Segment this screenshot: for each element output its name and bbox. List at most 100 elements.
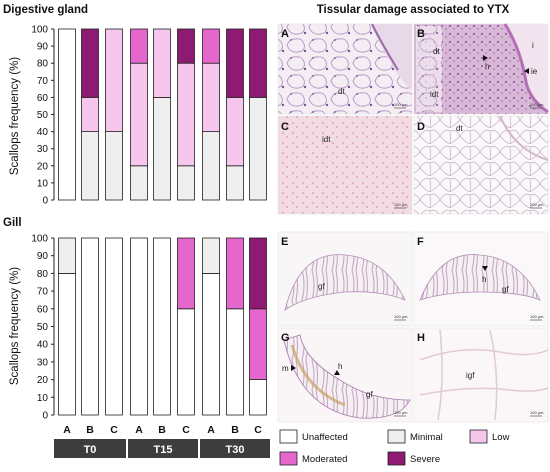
chart1-bar-8-low bbox=[226, 97, 244, 167]
chart2-y-tick-label: 90 bbox=[37, 251, 49, 262]
chart2-y-tick-label: 0 bbox=[42, 411, 48, 422]
panel-b-label-idt: idt bbox=[430, 90, 439, 99]
chart1-bar-3-minimal bbox=[105, 131, 123, 201]
chart1-y-tick-label: 30 bbox=[37, 144, 49, 155]
panel-d-scale-label: 100 µm bbox=[530, 202, 544, 207]
chart2-y-tick-label: 100 bbox=[31, 234, 48, 245]
chart2-bar-7-minimal bbox=[202, 237, 220, 274]
panel-b-arrow-h bbox=[483, 55, 488, 61]
panel-letter-d: D bbox=[417, 121, 425, 133]
legend-label-moderated: Moderated bbox=[302, 454, 347, 465]
micrograph-panel-c: C idt 100 µm bbox=[277, 115, 413, 215]
panel-letter-a: A bbox=[281, 28, 289, 40]
chart1-y-tick-label: 40 bbox=[37, 127, 49, 138]
legend-swatch-severe bbox=[387, 451, 406, 466]
chart2-category-label: A bbox=[135, 424, 143, 436]
chart2-y-tick-label: 20 bbox=[37, 375, 49, 386]
panel-letter-e: E bbox=[281, 236, 288, 248]
chart1-bar-4-low bbox=[130, 62, 148, 167]
chart2-category-label: A bbox=[63, 424, 71, 436]
panel-f-label-gf: gf bbox=[502, 285, 509, 294]
panel-f-arrow-h bbox=[482, 266, 488, 271]
legend-swatch-unaffected bbox=[279, 429, 298, 444]
legend: Unaffected Minimal Low Moderated Severe bbox=[279, 429, 510, 466]
chart2-bar-2-unaffected bbox=[81, 237, 99, 416]
chart1-y-tick-label: 70 bbox=[37, 76, 49, 87]
legend-swatch-moderated bbox=[279, 451, 298, 466]
chart2-bar-9-severe bbox=[249, 237, 267, 310]
panel-g-arrow-h bbox=[334, 370, 340, 375]
group-label-t30: T30 bbox=[226, 444, 245, 456]
chart2-category-label: B bbox=[86, 424, 94, 436]
chart1-bar-6-severe bbox=[177, 28, 195, 64]
chart1-y-tick-label: 20 bbox=[37, 161, 49, 172]
panel-g-scale-label: 100 µm bbox=[394, 410, 408, 415]
panel-letter-c: C bbox=[281, 121, 289, 133]
chart2-category-label: C bbox=[254, 424, 262, 436]
chart1-bar-4-moderated bbox=[130, 28, 148, 64]
chart2-bar-9-unaffected bbox=[249, 379, 267, 416]
panel-letter-g: G bbox=[281, 332, 290, 344]
chart2-y-tick-label: 30 bbox=[37, 357, 49, 368]
chart2-bar-1-unaffected bbox=[58, 272, 76, 416]
micrograph-panel-b: B dt h i ie idt 100 µm bbox=[413, 23, 549, 115]
chart2-y-tick-label: 60 bbox=[37, 304, 49, 315]
chart1-bar-5-low bbox=[153, 28, 171, 98]
chart1-bar-9-minimal bbox=[249, 97, 267, 201]
legend-swatch-low bbox=[469, 429, 488, 444]
legend-label-unaffected: Unaffected bbox=[302, 432, 348, 443]
chart2-bar-8-unaffected bbox=[226, 308, 244, 416]
chart2-bar-1-minimal bbox=[58, 237, 76, 274]
legend-swatch-minimal bbox=[387, 429, 406, 444]
chart1-bar-7-low bbox=[202, 62, 220, 133]
panel-c-scale-label: 100 µm bbox=[394, 202, 408, 207]
chart1-bar-2-severe bbox=[81, 28, 99, 98]
panel-a-label-dt: dt bbox=[338, 87, 345, 96]
micrograph-panel-e: E gf 100 µm bbox=[277, 231, 413, 327]
group-box-t30 bbox=[200, 439, 270, 458]
chart1-bar-6-low bbox=[177, 62, 195, 167]
chart1-bar-9-severe bbox=[249, 28, 267, 98]
micrograph-panel-a: A dt 100 µm bbox=[277, 23, 413, 115]
chart1-y-tick-label: 0 bbox=[42, 196, 48, 207]
micrograph-panel-g: G m h gf 100 µm bbox=[277, 327, 413, 423]
chart1-bar-6-minimal bbox=[177, 165, 195, 201]
group-label-t15: T15 bbox=[154, 444, 173, 456]
panel-h-label-igf: igf bbox=[466, 371, 475, 380]
legend-label-minimal: Minimal bbox=[410, 432, 443, 443]
chart1-y-tick-label: 90 bbox=[37, 42, 49, 53]
panel-b-arrow-ie bbox=[524, 68, 529, 74]
group-label-t0: T0 bbox=[84, 444, 97, 456]
panel-letter-f: F bbox=[417, 236, 424, 248]
chart1-bar-8-minimal bbox=[226, 165, 244, 201]
chart2-bar-3-unaffected bbox=[105, 237, 123, 416]
chart1-bar-4-minimal bbox=[130, 165, 148, 201]
chart1-y-axis-label: Scallops frequency (%) bbox=[9, 57, 21, 175]
chart2-bar-7-unaffected bbox=[202, 272, 220, 416]
micrograph-panel-h: H igf 100 µm bbox=[413, 327, 549, 423]
panel-f-scale-label: 100 µm bbox=[530, 314, 544, 319]
chart2-bar-6-moderated bbox=[177, 237, 195, 310]
micrograph-panel-f: F h gf 100 µm bbox=[413, 231, 549, 327]
chart1-bar-2-low bbox=[81, 97, 99, 133]
chart2-category-label: B bbox=[231, 424, 239, 436]
micrographs-title: Tissular damage associated to YTX bbox=[317, 4, 510, 16]
chart1-y-tick-label: 50 bbox=[37, 110, 49, 121]
chart2-bar-9-moderated bbox=[249, 308, 267, 380]
chart1-bar-8-severe bbox=[226, 28, 244, 98]
chart2-category-label: A bbox=[207, 424, 215, 436]
panel-e-label-gf: gf bbox=[318, 282, 325, 291]
chart1-bar-2-minimal bbox=[81, 131, 99, 201]
panel-h-scale-label: 100 µm bbox=[530, 410, 544, 415]
panel-b-label-i: i bbox=[532, 41, 534, 50]
chart2-title: Gill bbox=[3, 217, 22, 229]
chart2-category-label: C bbox=[182, 424, 190, 436]
group-box-t0 bbox=[54, 439, 126, 458]
chart2-y-tick-label: 50 bbox=[37, 322, 49, 333]
panel-b-scale-label: 100 µm bbox=[530, 102, 544, 107]
panel-g-label-gf: gf bbox=[366, 390, 373, 399]
panel-letter-h: H bbox=[417, 332, 425, 344]
chart2-y-tick-label: 10 bbox=[37, 393, 49, 404]
chart1-y-tick-label: 100 bbox=[31, 25, 48, 36]
